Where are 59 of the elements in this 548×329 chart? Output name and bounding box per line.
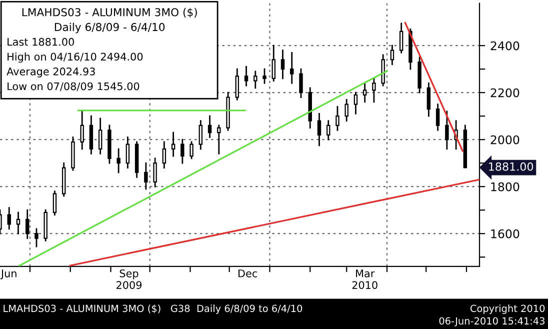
candlestick <box>426 82 431 117</box>
candlestick <box>7 207 11 230</box>
candlestick <box>244 66 248 86</box>
candlestick <box>89 115 94 154</box>
candlestick <box>299 68 303 98</box>
x-tick-label: Jun <box>0 270 16 280</box>
y-tick-label: 2400 <box>490 41 520 50</box>
annotation: Average 2024.93 <box>6 68 95 78</box>
text: Daily 6/8/09 - 6/4/10 <box>54 22 165 34</box>
candlestick <box>217 124 221 154</box>
candlestick <box>16 212 20 234</box>
candlestick <box>26 209 30 239</box>
candlestick <box>336 106 340 131</box>
candlestick <box>116 148 120 174</box>
candlestick <box>272 44 276 82</box>
text: 06-Jun-2010 15:41:43 <box>439 317 544 326</box>
candlestick <box>235 68 239 100</box>
candlestick <box>180 138 184 164</box>
candlestick <box>262 68 266 84</box>
candlestick <box>80 110 84 150</box>
candlestick <box>326 120 330 140</box>
y-tick-label: 1600 <box>491 229 520 238</box>
candlestick <box>372 78 376 103</box>
annotation: High on 04/16/10 2494.00 <box>8 52 143 63</box>
candlestick <box>126 136 130 168</box>
candlestick <box>171 132 176 157</box>
y-tick-label: 2200 <box>490 88 520 98</box>
candlestick <box>362 82 367 103</box>
candlestick <box>144 162 148 190</box>
candlestick <box>190 141 194 160</box>
candlestick <box>280 50 285 80</box>
candlestick <box>436 104 440 131</box>
x-tick-label: Sep 2009 <box>116 269 142 289</box>
candlestick <box>445 110 449 150</box>
y-tick-label: 2000 <box>490 135 520 144</box>
candlestick <box>208 115 212 138</box>
candlestick <box>381 54 385 86</box>
candlestick <box>153 158 157 188</box>
text: 1881.00 <box>489 162 534 171</box>
candlestick <box>390 44 394 66</box>
x-tick-label: Dec <box>238 270 257 278</box>
x-tick-label: Mar 2010 <box>352 270 378 289</box>
candlestick <box>34 228 38 248</box>
candlestick <box>290 52 294 84</box>
candlestick <box>162 141 166 168</box>
y-tick-label: 1800 <box>491 182 520 192</box>
candlestick <box>98 118 102 154</box>
candlestick <box>52 190 57 216</box>
candlestick <box>344 98 348 122</box>
candlestick <box>354 92 358 114</box>
text: Copyright 2010 <box>470 304 545 314</box>
candlestick <box>317 113 322 146</box>
annotation: Last 1881.00 <box>8 38 74 46</box>
annotation: Low on 07/08/09 1545.00 <box>8 82 140 92</box>
chart-title: LMAHDS03 - ALUMINUM 3MO ($) <box>22 8 197 18</box>
candlestick <box>399 22 404 54</box>
candlestick <box>198 120 203 150</box>
text: LMAHDS03 - ALUMINUM 3MO ($) G38 Daily 6/8/09 to 6/4/10 <box>4 304 302 314</box>
candlestick <box>254 70 258 89</box>
